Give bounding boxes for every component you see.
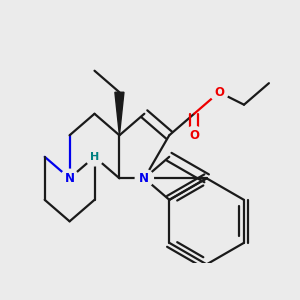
Text: O: O: [214, 86, 224, 99]
Polygon shape: [115, 92, 124, 135]
Circle shape: [185, 126, 203, 144]
Text: N: N: [139, 172, 149, 185]
Text: H: H: [90, 152, 99, 162]
Text: N: N: [64, 172, 75, 185]
Circle shape: [61, 169, 79, 188]
Circle shape: [135, 169, 153, 188]
Circle shape: [85, 148, 103, 166]
Circle shape: [210, 83, 228, 101]
Text: O: O: [189, 129, 199, 142]
